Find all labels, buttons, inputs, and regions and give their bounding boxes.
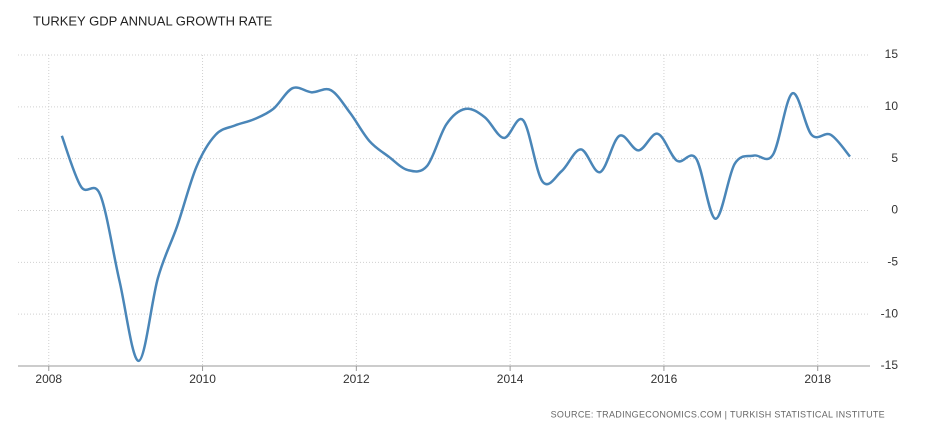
x-tick-label: 2016 [651,372,678,386]
x-tick-label: 2010 [189,372,216,386]
y-tick-label: -10 [881,306,899,320]
y-tick-label: 0 [891,203,898,217]
y-tick-label: -15 [881,358,899,372]
y-tick-label: 15 [885,47,899,61]
y-tick-label: 10 [885,99,899,113]
x-tick-label: 2018 [804,372,831,386]
chart-title: TURKEY GDP ANNUAL GROWTH RATE [33,13,273,28]
source-note: SOURCE: TRADINGECONOMICS.COM | TURKISH S… [551,409,885,419]
y-tick-label: 5 [891,151,898,165]
x-tick-label: 2014 [497,372,524,386]
x-tick-label: 2012 [343,372,370,386]
x-tick-label: 2008 [35,372,62,386]
y-tick-label: -5 [887,255,898,269]
data-line [60,86,851,363]
